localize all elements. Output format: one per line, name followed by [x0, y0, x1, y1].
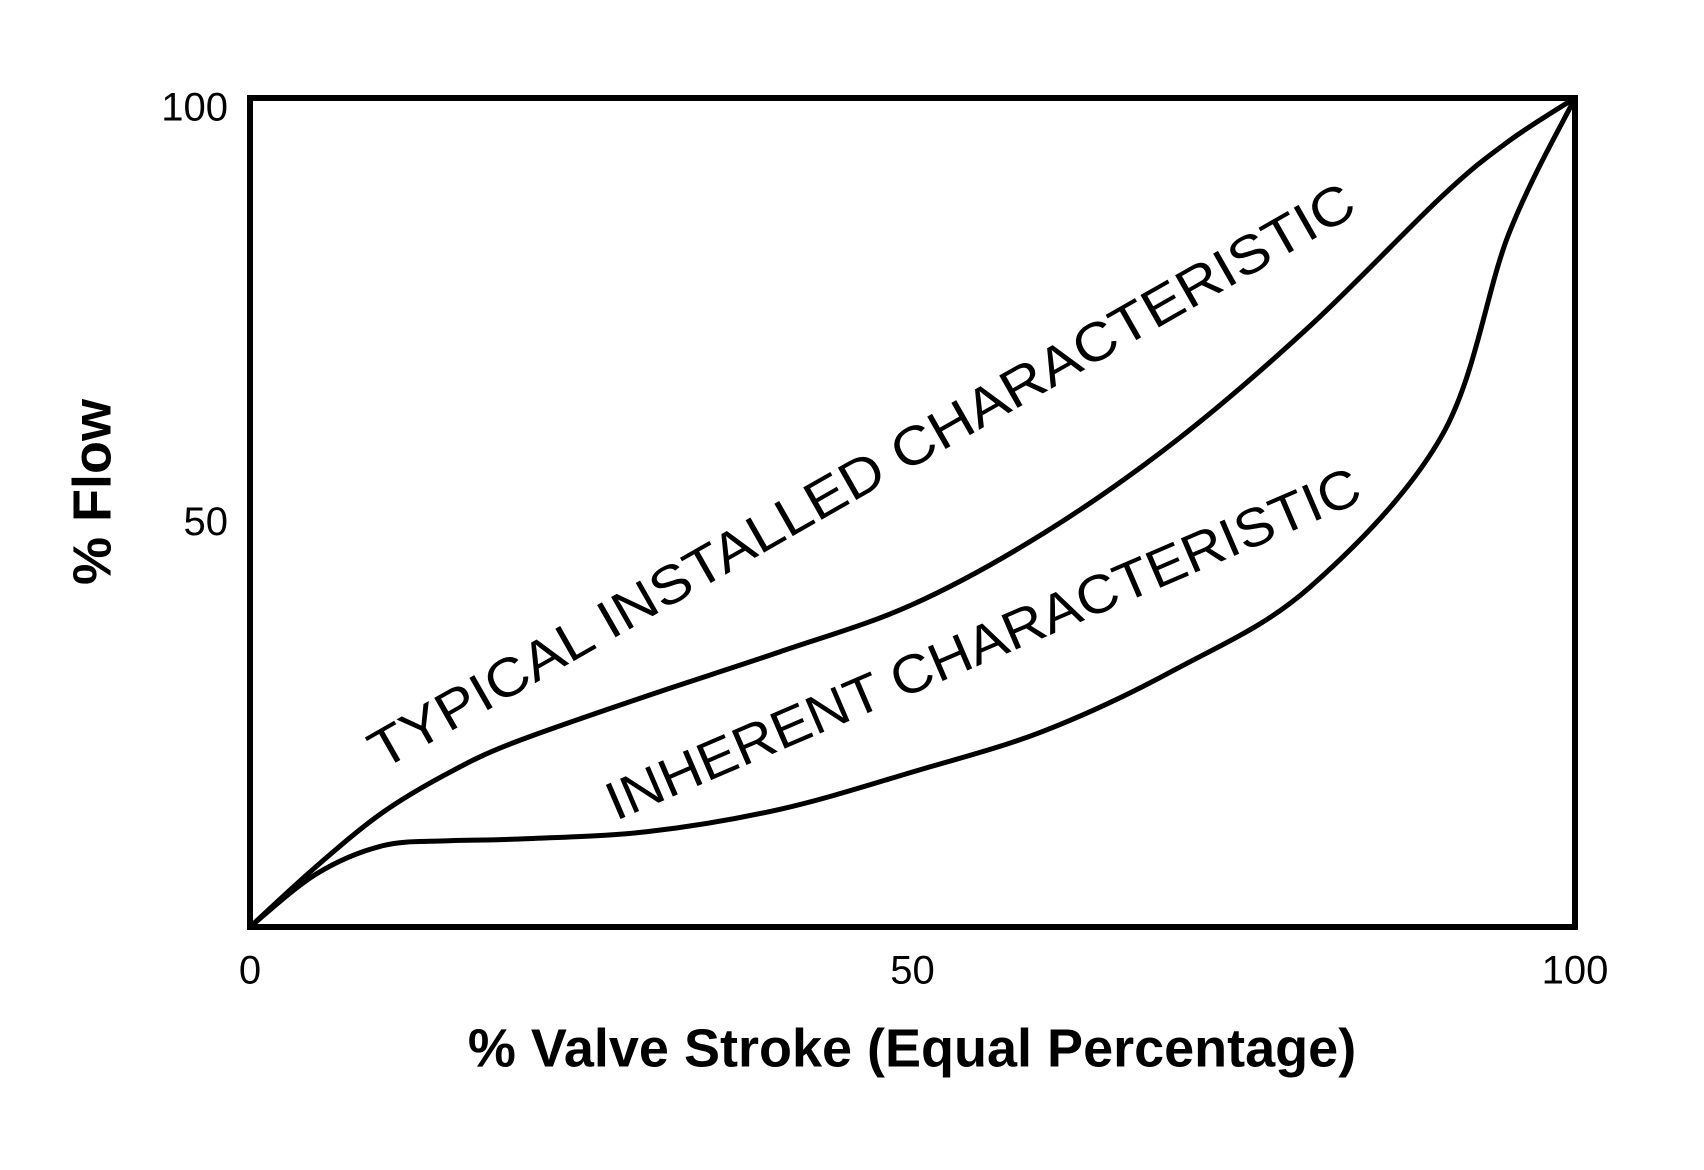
plot-frame	[247, 95, 1578, 930]
series-line	[248, 96, 1578, 929]
x-axis-title: % Valve Stroke (Equal Percentage)	[468, 1018, 1356, 1078]
curve-label: INHERENT CHARACTERISTIC	[597, 456, 1370, 832]
y-tick-label: 100	[161, 86, 228, 130]
x-tick-label: 100	[1542, 949, 1609, 993]
y-tick-label: 50	[184, 500, 229, 544]
series-line	[248, 95, 1577, 929]
x-tick-label: 0	[239, 949, 261, 993]
x-tick-label: 50	[890, 949, 935, 993]
y-axis-title: % Flow	[62, 398, 122, 585]
